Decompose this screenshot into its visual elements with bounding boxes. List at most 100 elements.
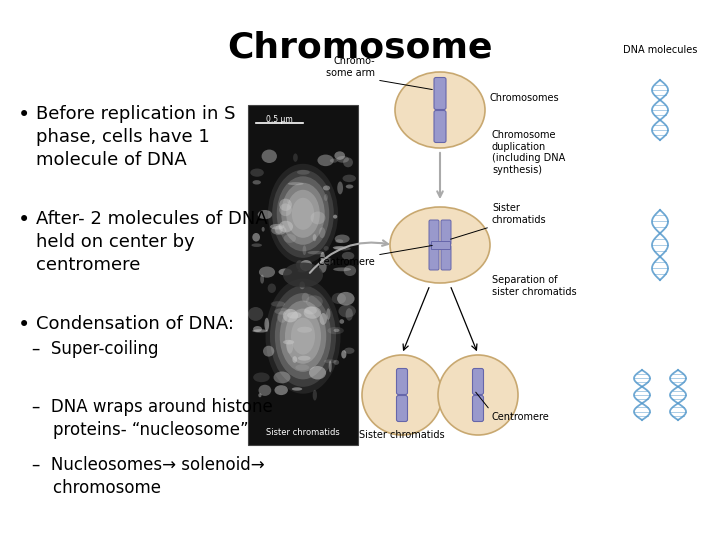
FancyBboxPatch shape — [472, 368, 484, 395]
Ellipse shape — [283, 309, 298, 322]
Ellipse shape — [297, 327, 312, 333]
Ellipse shape — [271, 301, 285, 307]
Ellipse shape — [274, 372, 290, 383]
Ellipse shape — [270, 224, 284, 230]
FancyBboxPatch shape — [429, 220, 439, 245]
Ellipse shape — [280, 301, 326, 372]
Ellipse shape — [334, 247, 351, 251]
Ellipse shape — [263, 346, 274, 356]
Ellipse shape — [292, 198, 314, 230]
Ellipse shape — [346, 308, 353, 321]
Text: •: • — [18, 105, 30, 125]
Ellipse shape — [324, 359, 336, 363]
Text: –  DNA wraps around histone
    proteins- “nucleosome”: – DNA wraps around histone proteins- “nu… — [32, 398, 273, 439]
Ellipse shape — [298, 356, 310, 361]
Ellipse shape — [279, 204, 292, 216]
Ellipse shape — [336, 156, 349, 163]
Ellipse shape — [333, 360, 339, 365]
Ellipse shape — [329, 360, 332, 373]
Ellipse shape — [295, 364, 309, 370]
Text: •: • — [18, 210, 30, 230]
Ellipse shape — [309, 366, 326, 380]
Text: •: • — [18, 315, 30, 335]
FancyBboxPatch shape — [434, 111, 446, 143]
FancyBboxPatch shape — [441, 245, 451, 270]
Ellipse shape — [292, 387, 302, 390]
FancyBboxPatch shape — [429, 245, 439, 270]
Ellipse shape — [279, 199, 292, 211]
Text: Condensation of DNA:: Condensation of DNA: — [36, 315, 234, 333]
Ellipse shape — [344, 348, 354, 354]
Ellipse shape — [252, 329, 268, 333]
Ellipse shape — [285, 308, 321, 364]
Ellipse shape — [320, 258, 333, 265]
Ellipse shape — [304, 307, 321, 319]
Ellipse shape — [251, 168, 264, 177]
Ellipse shape — [258, 384, 271, 396]
Text: Separation of
sister chromatids: Separation of sister chromatids — [492, 275, 577, 296]
Text: DNA molecules: DNA molecules — [623, 45, 697, 55]
Text: Chromosome: Chromosome — [228, 30, 492, 64]
Ellipse shape — [293, 153, 298, 162]
FancyBboxPatch shape — [434, 78, 446, 110]
Ellipse shape — [274, 385, 288, 395]
Ellipse shape — [346, 185, 354, 188]
Ellipse shape — [253, 373, 270, 382]
Ellipse shape — [319, 261, 327, 273]
Ellipse shape — [305, 307, 317, 314]
Ellipse shape — [261, 150, 277, 163]
Ellipse shape — [284, 234, 296, 243]
Text: Sister chromatids: Sister chromatids — [359, 430, 445, 440]
FancyBboxPatch shape — [397, 368, 408, 395]
Ellipse shape — [333, 329, 339, 332]
Ellipse shape — [337, 181, 343, 194]
Text: Chromosome
duplication
(including DNA
synthesis): Chromosome duplication (including DNA sy… — [492, 130, 565, 175]
Ellipse shape — [300, 281, 305, 289]
Ellipse shape — [258, 210, 272, 219]
Ellipse shape — [390, 207, 490, 283]
Ellipse shape — [319, 227, 325, 238]
Ellipse shape — [272, 170, 334, 258]
Ellipse shape — [302, 293, 309, 302]
Ellipse shape — [337, 292, 354, 306]
Ellipse shape — [341, 350, 346, 359]
Ellipse shape — [343, 158, 353, 167]
Ellipse shape — [283, 262, 323, 287]
Ellipse shape — [268, 164, 338, 264]
Ellipse shape — [310, 212, 325, 224]
Ellipse shape — [291, 318, 315, 355]
Text: After- 2 molecules of DNA
held on center by
centromere: After- 2 molecules of DNA held on center… — [36, 210, 268, 274]
Ellipse shape — [297, 170, 310, 175]
Ellipse shape — [274, 308, 290, 315]
Ellipse shape — [253, 326, 262, 332]
Ellipse shape — [296, 260, 303, 269]
Ellipse shape — [395, 72, 485, 148]
Ellipse shape — [297, 269, 307, 273]
Ellipse shape — [266, 279, 341, 394]
Ellipse shape — [288, 182, 304, 185]
Bar — [431, 241, 449, 249]
Ellipse shape — [282, 183, 325, 245]
Ellipse shape — [259, 267, 275, 278]
Ellipse shape — [339, 319, 344, 324]
Ellipse shape — [324, 194, 328, 201]
Ellipse shape — [342, 252, 354, 260]
Ellipse shape — [318, 154, 334, 166]
Ellipse shape — [248, 307, 264, 321]
Ellipse shape — [333, 267, 351, 271]
Ellipse shape — [252, 233, 260, 241]
Ellipse shape — [307, 251, 324, 254]
Ellipse shape — [287, 312, 302, 319]
Ellipse shape — [334, 151, 345, 160]
Ellipse shape — [283, 340, 294, 345]
Ellipse shape — [312, 234, 316, 241]
Text: Centromere: Centromere — [492, 412, 550, 422]
Ellipse shape — [302, 245, 306, 255]
Ellipse shape — [264, 318, 269, 331]
Text: –  Super-coiling: – Super-coiling — [32, 340, 158, 358]
Ellipse shape — [258, 393, 261, 397]
Ellipse shape — [330, 159, 338, 163]
Ellipse shape — [332, 293, 346, 304]
Ellipse shape — [251, 244, 262, 247]
Ellipse shape — [335, 234, 350, 243]
